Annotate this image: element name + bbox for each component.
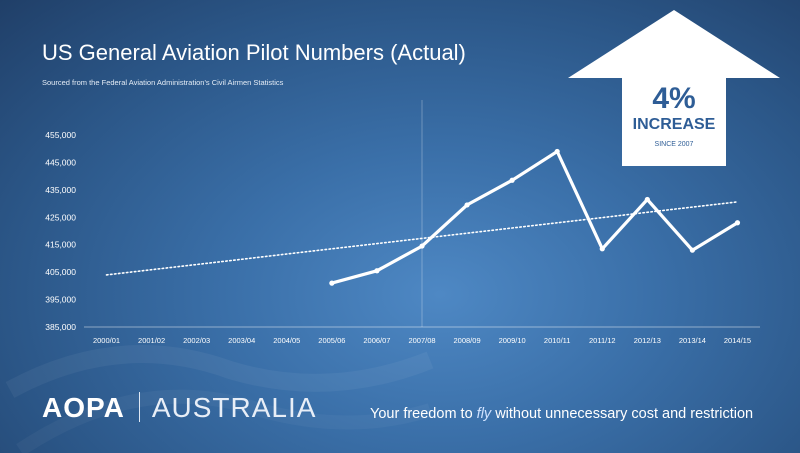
x-tick-label: 2012/13 xyxy=(634,336,661,345)
tagline-end: without unnecessary cost and restriction xyxy=(491,406,754,422)
x-tick-label: 2003/04 xyxy=(228,336,255,345)
y-tick-label: 405,000 xyxy=(45,267,76,277)
data-point xyxy=(464,202,470,208)
brand-logo: AOPA AUSTRALIA xyxy=(42,392,316,424)
y-tick-label: 435,000 xyxy=(45,185,76,195)
y-tick-label: 415,000 xyxy=(45,240,76,250)
chart-subtitle: Sourced from the Federal Aviation Admini… xyxy=(42,78,284,87)
data-point xyxy=(419,243,425,249)
tagline-emphasis: fly xyxy=(476,406,492,422)
series-line xyxy=(330,149,740,285)
x-tick-label: 2001/02 xyxy=(138,336,165,345)
brand-australia: AUSTRALIA xyxy=(151,392,317,423)
y-tick-label: 385,000 xyxy=(45,322,76,332)
data-point xyxy=(554,148,560,155)
x-tick-label: 2004/05 xyxy=(273,336,300,345)
x-tick-label: 2007/08 xyxy=(408,336,435,345)
data-point xyxy=(734,220,741,226)
tagline-start: Your freedom to xyxy=(370,406,477,422)
x-tick-label: 2009/10 xyxy=(499,336,526,345)
data-point xyxy=(689,247,696,253)
trend-line xyxy=(105,201,739,276)
x-tick-label: 2010/11 xyxy=(544,336,571,345)
x-tick-label: 2006/07 xyxy=(363,336,390,345)
data-point xyxy=(374,268,380,274)
x-tick-label: 2002/03 xyxy=(183,336,210,345)
x-tick-label: 2008/09 xyxy=(454,336,481,345)
data-point xyxy=(509,177,515,183)
increase-label: INCREASE xyxy=(632,116,716,133)
increase-since: SINCE 2007 xyxy=(654,141,694,148)
x-tick-label: 2000/01 xyxy=(93,336,120,345)
data-point xyxy=(329,280,335,286)
chart-title: US General Aviation Pilot Numbers (Actua… xyxy=(42,40,466,65)
x-tick-label: 2013/14 xyxy=(679,336,706,345)
background-logo-watermark xyxy=(5,345,434,453)
y-tick-label: 445,000 xyxy=(45,157,76,167)
data-point xyxy=(599,246,605,252)
increase-arrow-icon xyxy=(568,10,780,166)
increase-percent: 4% xyxy=(652,82,696,115)
x-tick-label: 2014/15 xyxy=(724,336,751,345)
tagline: Your freedom to fly without unnecessary … xyxy=(370,406,753,422)
brand-divider xyxy=(138,392,140,422)
brand-aopa: AOPA xyxy=(42,392,125,423)
y-tick-label: 425,000 xyxy=(45,212,76,222)
x-tick-label: 2005/06 xyxy=(318,336,345,345)
x-tick-label: 2011/12 xyxy=(589,336,616,345)
y-tick-label: 395,000 xyxy=(45,295,76,305)
y-tick-label: 455,000 xyxy=(45,130,76,140)
data-point xyxy=(644,196,650,203)
